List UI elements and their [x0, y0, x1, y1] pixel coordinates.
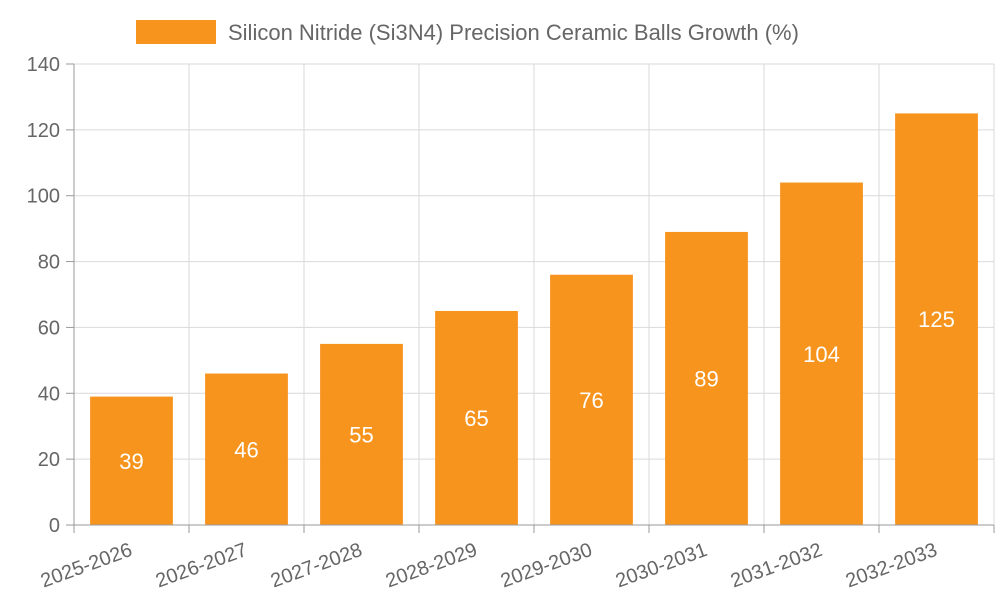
x-tick-label: 2031-2032: [728, 539, 825, 592]
legend-label: Silicon Nitride (Si3N4) Precision Cerami…: [228, 20, 799, 45]
legend[interactable]: Silicon Nitride (Si3N4) Precision Cerami…: [136, 20, 799, 45]
y-tick-label: 100: [27, 186, 60, 208]
data-label: 104: [803, 342, 840, 367]
x-axis-ticks: 2025-2026 2026-2027 2027-2028 2028-2029 2029…: [38, 539, 940, 592]
x-tick-label: 2029-2030: [498, 539, 595, 592]
y-tick-label: 40: [38, 383, 60, 405]
y-tick-label: 0: [49, 515, 60, 537]
y-tick-label: 60: [38, 317, 60, 339]
bar[interactable]: [665, 231, 748, 525]
bar[interactable]: [205, 373, 288, 525]
y-tick-label: 80: [38, 252, 60, 274]
bars: [90, 113, 978, 526]
data-labels: 39 46 55 65 76 89 104 125: [119, 307, 955, 474]
x-tick-label: 2028-2029: [383, 539, 480, 592]
x-tick-label: 2030-2031: [613, 539, 710, 592]
y-tick-label: 120: [27, 120, 60, 142]
data-label: 125: [918, 307, 955, 332]
grid: [74, 63, 995, 525]
x-tick-label: 2025-2026: [38, 539, 135, 592]
y-tick-label: 20: [38, 449, 60, 471]
y-tick-label: 140: [27, 54, 60, 76]
data-label: 39: [119, 449, 143, 474]
axes: [66, 63, 995, 533]
bar[interactable]: [320, 343, 403, 525]
x-tick-label: 2032-2033: [843, 539, 940, 592]
data-label: 46: [234, 437, 258, 462]
x-tick-label: 2026-2027: [153, 539, 250, 592]
data-label: 65: [464, 406, 488, 431]
legend-swatch: [136, 20, 216, 44]
bar[interactable]: [90, 396, 173, 525]
data-label: 89: [694, 366, 718, 391]
data-label: 55: [349, 422, 373, 447]
bar[interactable]: [435, 310, 518, 525]
x-tick-label: 2027-2028: [268, 539, 365, 592]
bar[interactable]: [895, 113, 978, 526]
y-axis-ticks: 0 20 40 60 80 100 120 140: [27, 54, 60, 537]
bar[interactable]: [780, 182, 863, 526]
data-label: 76: [579, 388, 603, 413]
bar[interactable]: [550, 274, 633, 525]
